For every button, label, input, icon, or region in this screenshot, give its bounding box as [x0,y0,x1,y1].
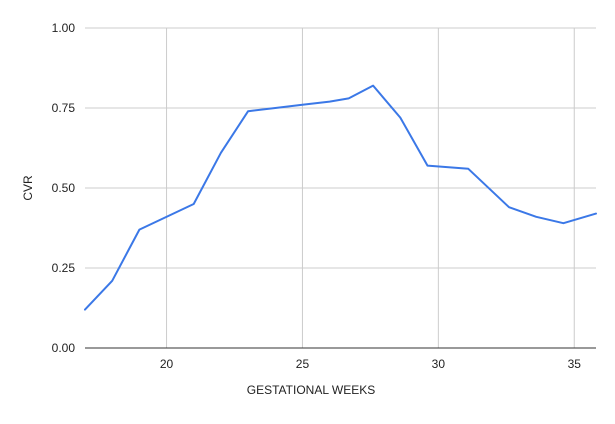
grid-layer [85,27,596,348]
y-tick-label: 0.75 [52,101,76,115]
x-axis-title: GESTATIONAL WEEKS [247,383,375,397]
y-tick-label: 0.50 [52,181,76,195]
y-tick-label: 0.00 [52,341,76,355]
y-tick-label: 1.00 [52,21,76,35]
x-tick-label: 25 [296,357,310,371]
x-tick-label: 35 [568,357,582,371]
x-tick-label: 20 [160,357,174,371]
y-tick-label: 0.25 [52,261,76,275]
series-line [84,84,597,311]
x-tick-label: 30 [432,357,446,371]
series-layer [84,84,597,311]
y-axis-title: CVR [21,175,35,201]
tick-label-layer: 0.00 0.25 0.50 0.75 1.00 20 25 30 35 [52,21,582,371]
